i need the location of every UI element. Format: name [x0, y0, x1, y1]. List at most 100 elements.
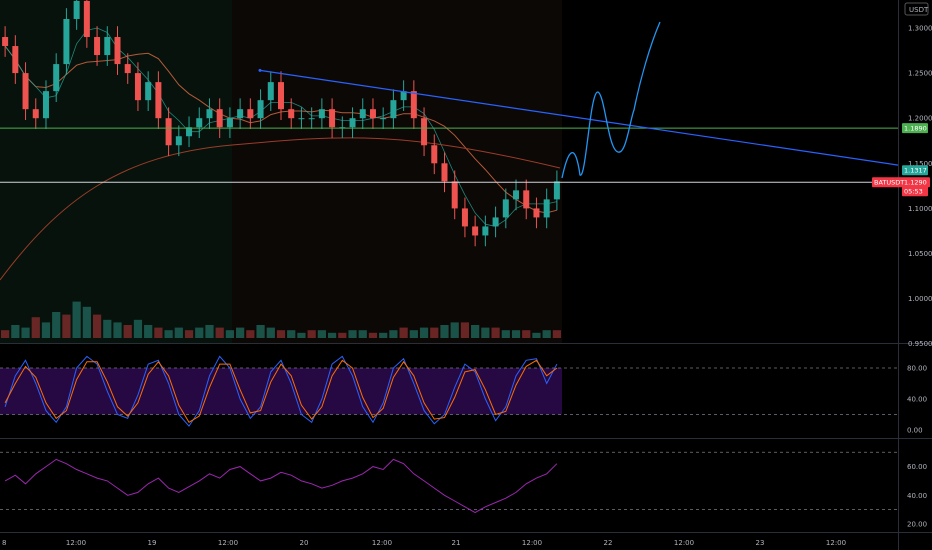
candle-body — [318, 109, 325, 119]
symbol-tag-label: BATUSDT — [874, 179, 904, 187]
volume-bar — [409, 330, 418, 338]
candle-body — [267, 82, 274, 101]
price-pane-shade-mid — [232, 0, 562, 343]
volume-bar — [92, 314, 102, 338]
volume-bar — [522, 330, 531, 338]
volume-bar — [154, 327, 163, 338]
volume-bar — [144, 325, 153, 338]
volume-bar — [276, 330, 286, 338]
volume-bar — [174, 327, 183, 338]
candle-body — [513, 190, 520, 200]
candle-body — [155, 82, 162, 119]
projection-path — [561, 21, 661, 179]
price-axis-tick: 1.1000 — [908, 205, 932, 213]
volume-bar — [215, 327, 224, 338]
price-tag — [902, 123, 928, 134]
volume-bar — [41, 322, 51, 338]
candle-body — [482, 226, 489, 236]
rsi-axis-tick: 60.00 — [907, 463, 927, 471]
candle-body — [431, 145, 438, 164]
volume-bar — [21, 327, 30, 338]
price-axis-tick: 1.1500 — [908, 160, 932, 168]
candle-body — [390, 100, 397, 119]
candle-body — [124, 64, 131, 74]
volume-bar — [368, 332, 378, 338]
volume-bar — [379, 332, 388, 338]
volume-bar — [103, 319, 112, 338]
stoch-line — [4, 359, 558, 423]
volume-bar — [358, 330, 367, 338]
candle-body — [492, 217, 499, 227]
volume-bar — [62, 314, 71, 338]
candle-body — [22, 73, 29, 110]
candle-body — [206, 109, 213, 119]
time-axis-tick: 12:00 — [522, 539, 542, 547]
candle-body — [186, 127, 193, 137]
candle-body — [461, 208, 468, 227]
volume-bar — [133, 319, 143, 338]
candle-body — [329, 109, 336, 128]
candle-body — [400, 91, 407, 101]
stoch-band-fill — [0, 368, 562, 415]
volume-bar — [266, 327, 275, 338]
time-axis-tick: 22 — [604, 539, 613, 547]
rsi-line — [4, 458, 558, 514]
volume-bar — [338, 332, 347, 338]
price-axis-tick: 1.3000 — [908, 25, 932, 33]
candle-body — [94, 37, 101, 56]
candle-body — [553, 181, 560, 200]
candle-body — [369, 109, 376, 119]
rsi-axis-tick: 40.00 — [907, 492, 927, 500]
candle-body — [523, 190, 530, 209]
candle-body — [533, 208, 540, 218]
currency-box — [904, 2, 929, 16]
candle-body — [288, 109, 295, 119]
candle-body — [134, 73, 141, 101]
candle-body — [472, 226, 479, 236]
volume-bar — [348, 330, 357, 338]
price-axis-tick: 1.2500 — [908, 70, 932, 78]
candle-body — [410, 91, 417, 119]
volume-bar — [327, 332, 337, 338]
volume-bar — [1, 330, 10, 338]
currency-label: USDT — [909, 6, 929, 14]
volume-bar — [542, 330, 551, 338]
volume-bar — [440, 325, 449, 338]
candle-body — [104, 37, 111, 56]
rsi-axis-tick: 20.00 — [907, 521, 927, 529]
volume-bar — [52, 312, 61, 338]
candle-body — [226, 118, 233, 128]
volume-bar — [123, 325, 132, 338]
volume-bar — [552, 330, 561, 338]
trendline — [259, 69, 899, 166]
candle-body — [441, 163, 448, 182]
candle-body — [114, 37, 121, 65]
stoch-axis-tick: 80.00 — [907, 365, 927, 373]
volume-bar — [419, 327, 429, 338]
candle-body — [12, 46, 19, 74]
time-axis-tick: 19 — [148, 539, 157, 547]
price-tag — [872, 177, 930, 188]
volume-bar — [511, 330, 521, 338]
volume-bar — [72, 301, 81, 338]
candle-body — [237, 109, 244, 119]
volume-bar — [481, 327, 490, 338]
volume-bar — [184, 330, 194, 338]
candle-body — [2, 37, 9, 47]
volume-bar — [389, 330, 398, 338]
candle-body — [502, 199, 509, 218]
candle-body — [298, 118, 305, 120]
candle-body — [32, 109, 39, 119]
volume-bar — [195, 327, 204, 338]
trendline-anchor — [258, 68, 262, 72]
time-axis-tick: 20 — [300, 539, 309, 547]
candle-body — [278, 82, 284, 110]
price-axis-tick: 1.2000 — [908, 115, 932, 123]
candle-body — [359, 109, 366, 119]
candle-body — [165, 118, 172, 146]
volume-bar — [225, 330, 235, 338]
candle-body — [83, 0, 90, 38]
moving-average-line — [0, 137, 561, 281]
